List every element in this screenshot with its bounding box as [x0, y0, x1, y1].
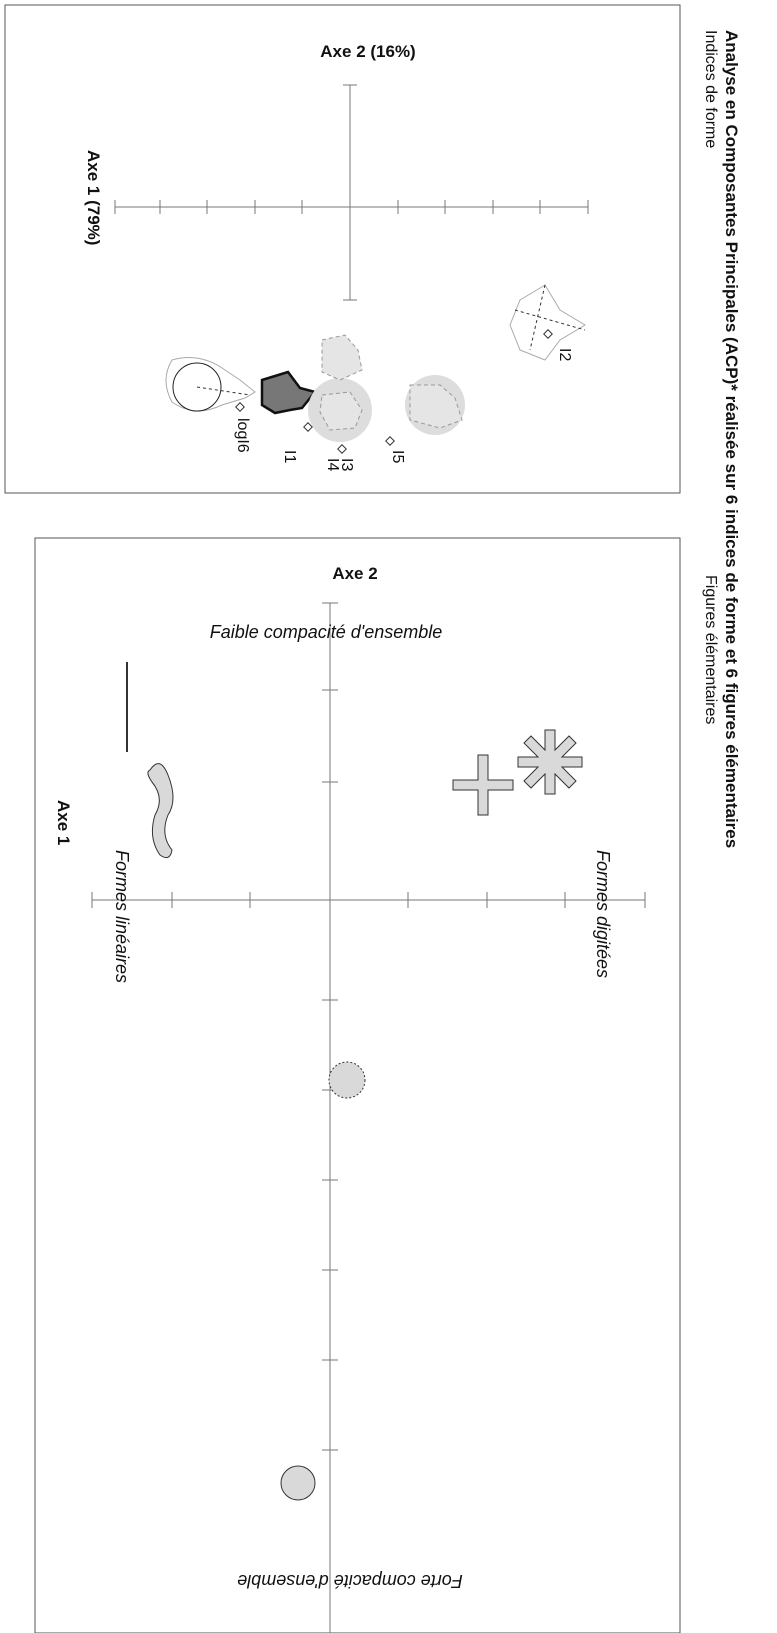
point-label: I2 [556, 348, 573, 361]
panel-subtitle: Figures élémentaires [702, 575, 719, 724]
pole-label: Forte compacité d'ensemble [237, 1571, 463, 1591]
axis-label: Axe 1 [54, 800, 73, 845]
axis-label: Axe 2 (16%) [320, 42, 415, 61]
axis-label: Axe 1 (79%) [84, 150, 103, 245]
pole-label: Faible compacité d'ensemble [210, 622, 443, 642]
panel-top: Axe 2 (16%) Axe 1 (79%) I2 logI6 I1 I3 I… [4, 4, 681, 494]
pole-label: Formes linéaires [112, 850, 132, 983]
axes [91, 602, 646, 1633]
point-label: logI6 [234, 418, 251, 453]
point-label: I4 [324, 458, 341, 471]
point-label: I5 [389, 450, 406, 463]
shapes [165, 284, 586, 454]
axis-label: Axe 2 [332, 564, 377, 583]
panel-bottom: Axe 2 Axe 1 Faible compacité d'ensemble … [34, 537, 681, 1633]
panel-frame [34, 537, 681, 1633]
point-label: I3 [338, 458, 355, 471]
shapes [126, 662, 583, 1501]
panel-subtitle: Indices de forme [702, 30, 719, 148]
point-label: I1 [281, 450, 298, 463]
figure-title: Analyse en Composantes Principales (ACP)… [722, 30, 741, 848]
axes [114, 84, 589, 301]
panel-frame [4, 4, 681, 494]
pole-label: Formes digitées [593, 850, 613, 978]
